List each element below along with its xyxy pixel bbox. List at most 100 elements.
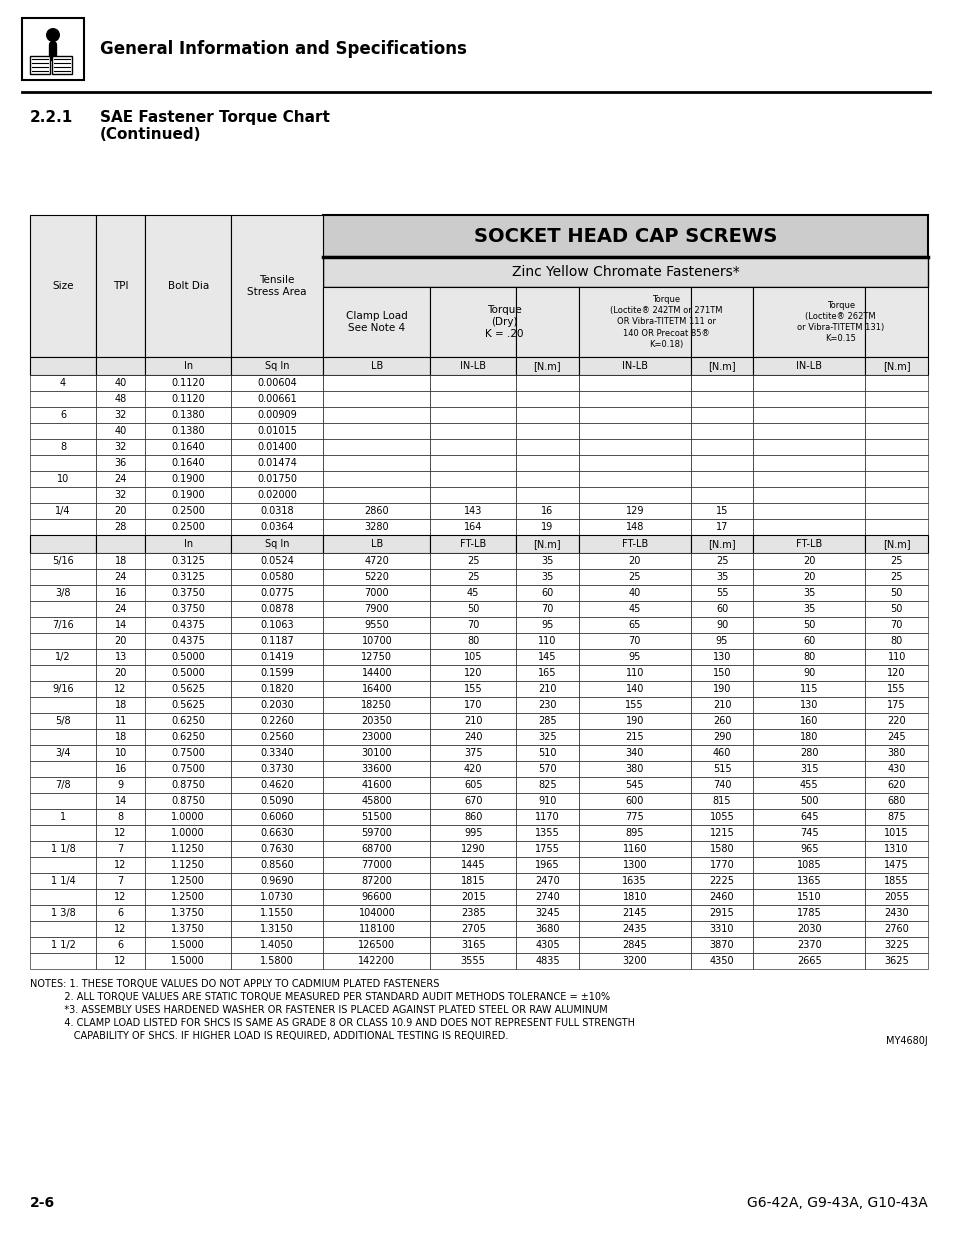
Text: 28: 28 bbox=[114, 522, 127, 532]
Bar bbox=[323, 503, 430, 519]
Text: LB: LB bbox=[371, 361, 382, 370]
Text: 155: 155 bbox=[463, 684, 482, 694]
Bar bbox=[578, 287, 690, 357]
Bar bbox=[145, 729, 231, 745]
Bar bbox=[430, 729, 516, 745]
Bar bbox=[864, 905, 927, 921]
Bar bbox=[145, 487, 231, 503]
Text: 825: 825 bbox=[537, 781, 557, 790]
Bar bbox=[864, 873, 927, 889]
Text: 10: 10 bbox=[114, 748, 127, 758]
Bar bbox=[231, 408, 323, 424]
Bar bbox=[690, 391, 753, 408]
Text: 155: 155 bbox=[625, 700, 643, 710]
Text: 210: 210 bbox=[463, 716, 482, 726]
Text: 2435: 2435 bbox=[621, 924, 646, 934]
Text: 9: 9 bbox=[117, 781, 124, 790]
Bar bbox=[323, 745, 430, 761]
Text: 45: 45 bbox=[467, 588, 479, 598]
Text: 430: 430 bbox=[886, 764, 905, 774]
Bar bbox=[96, 357, 145, 375]
Text: 0.2560: 0.2560 bbox=[260, 732, 294, 742]
Text: General Information and Specifications: General Information and Specifications bbox=[100, 40, 466, 58]
Bar bbox=[231, 857, 323, 873]
Text: 0.02000: 0.02000 bbox=[257, 490, 296, 500]
Text: 500: 500 bbox=[800, 797, 818, 806]
Bar bbox=[430, 535, 516, 553]
Bar bbox=[690, 375, 753, 391]
Text: 0.1187: 0.1187 bbox=[260, 636, 294, 646]
Text: 0.7500: 0.7500 bbox=[171, 764, 205, 774]
Bar bbox=[578, 905, 690, 921]
Bar bbox=[578, 745, 690, 761]
Text: Bolt Dia: Bolt Dia bbox=[168, 282, 209, 291]
Bar bbox=[578, 841, 690, 857]
Text: 70: 70 bbox=[628, 636, 640, 646]
Text: 1/4: 1/4 bbox=[55, 506, 71, 516]
Bar bbox=[430, 287, 516, 357]
Text: 2760: 2760 bbox=[883, 924, 908, 934]
Bar bbox=[578, 634, 690, 650]
Bar bbox=[231, 375, 323, 391]
Bar bbox=[96, 713, 145, 729]
Text: 2030: 2030 bbox=[796, 924, 821, 934]
Text: 230: 230 bbox=[537, 700, 556, 710]
Bar bbox=[578, 777, 690, 793]
Bar bbox=[864, 618, 927, 634]
Bar bbox=[578, 601, 690, 618]
Text: 0.4375: 0.4375 bbox=[171, 636, 205, 646]
Bar bbox=[516, 889, 578, 905]
Bar bbox=[578, 438, 690, 454]
Text: 19: 19 bbox=[540, 522, 553, 532]
Bar bbox=[323, 809, 430, 825]
Bar bbox=[753, 569, 864, 585]
Bar bbox=[231, 793, 323, 809]
Bar bbox=[323, 857, 430, 873]
Text: 1785: 1785 bbox=[796, 908, 821, 918]
Text: 1580: 1580 bbox=[709, 844, 734, 853]
Text: 3280: 3280 bbox=[364, 522, 389, 532]
Text: 16400: 16400 bbox=[361, 684, 392, 694]
Text: 12: 12 bbox=[114, 684, 127, 694]
Bar bbox=[516, 905, 578, 921]
Bar bbox=[96, 487, 145, 503]
Text: 2740: 2740 bbox=[535, 892, 559, 902]
Text: LB: LB bbox=[371, 538, 382, 550]
Bar bbox=[96, 424, 145, 438]
Bar bbox=[323, 713, 430, 729]
Bar bbox=[516, 777, 578, 793]
Bar bbox=[145, 618, 231, 634]
Text: 0.01750: 0.01750 bbox=[257, 474, 296, 484]
Text: 95: 95 bbox=[540, 620, 553, 630]
Text: 14: 14 bbox=[114, 797, 127, 806]
Text: IN-LB: IN-LB bbox=[796, 361, 821, 370]
Bar bbox=[96, 535, 145, 553]
Bar bbox=[516, 634, 578, 650]
Text: IN-LB: IN-LB bbox=[459, 361, 486, 370]
Bar bbox=[516, 953, 578, 969]
Text: 12: 12 bbox=[114, 892, 127, 902]
Bar bbox=[145, 375, 231, 391]
Text: 60: 60 bbox=[715, 604, 727, 614]
Text: 0.5000: 0.5000 bbox=[172, 652, 205, 662]
Text: 0.5090: 0.5090 bbox=[260, 797, 294, 806]
Text: 340: 340 bbox=[625, 748, 643, 758]
Bar bbox=[578, 535, 690, 553]
Bar bbox=[516, 745, 578, 761]
Text: 285: 285 bbox=[537, 716, 557, 726]
Bar bbox=[864, 793, 927, 809]
Bar bbox=[96, 729, 145, 745]
Bar bbox=[516, 375, 578, 391]
Text: 1.3750: 1.3750 bbox=[171, 924, 205, 934]
Text: 8: 8 bbox=[117, 811, 124, 823]
Text: 1965: 1965 bbox=[535, 860, 559, 869]
Bar bbox=[753, 391, 864, 408]
Bar bbox=[864, 391, 927, 408]
Bar bbox=[96, 391, 145, 408]
Bar bbox=[578, 391, 690, 408]
Text: 16: 16 bbox=[114, 588, 127, 598]
Bar bbox=[30, 793, 96, 809]
Text: SOCKET HEAD CAP SCREWS: SOCKET HEAD CAP SCREWS bbox=[474, 226, 777, 246]
Text: In: In bbox=[183, 538, 193, 550]
Text: 20350: 20350 bbox=[361, 716, 392, 726]
